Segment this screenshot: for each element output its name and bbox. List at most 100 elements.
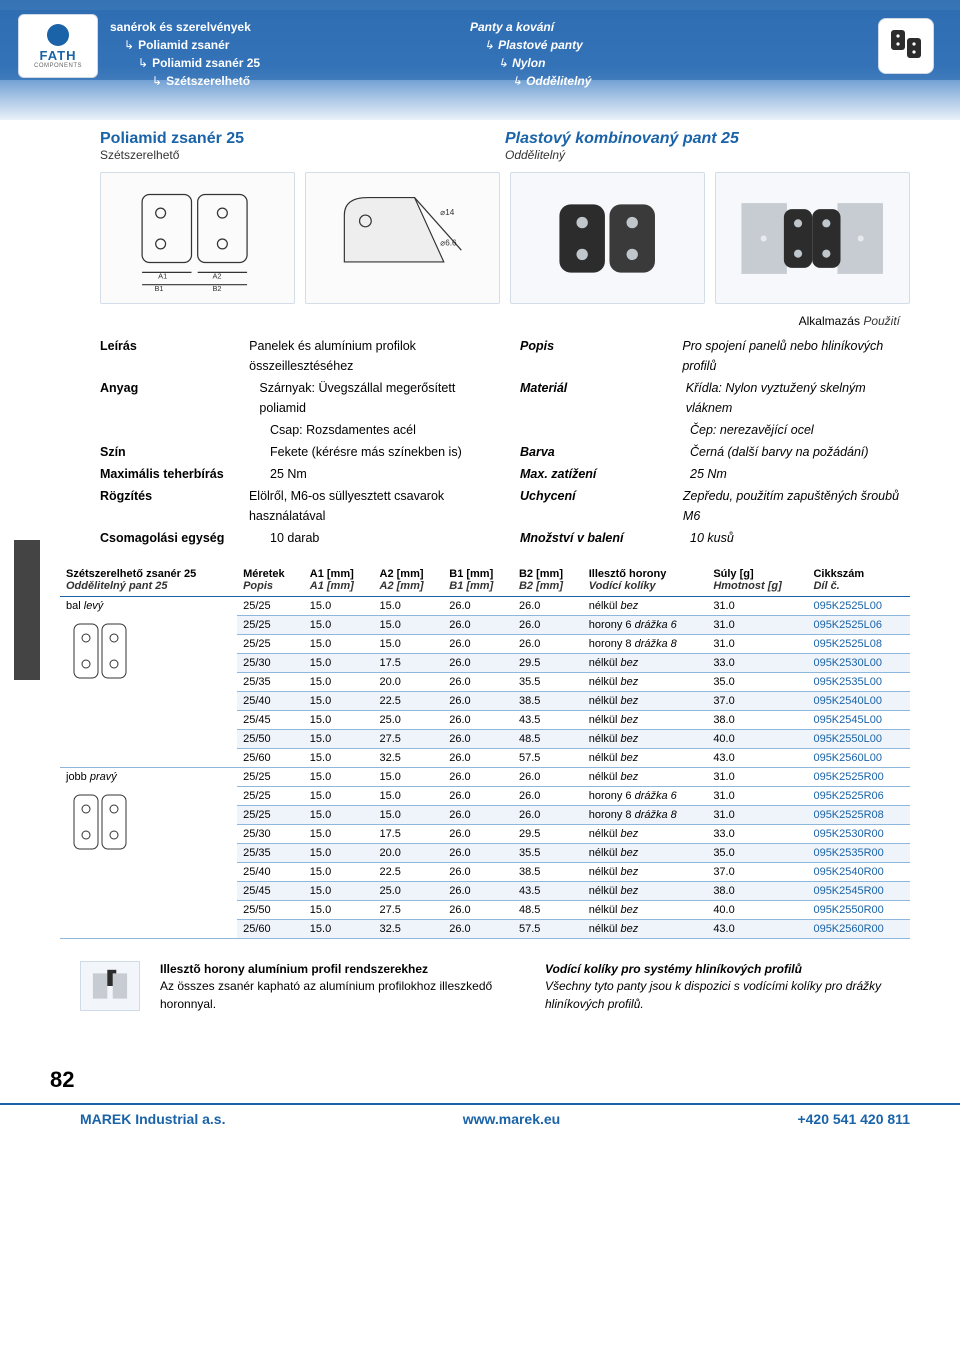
table-cell: 095K2525L08 [807,635,910,654]
breadcrumb-right: Panty a kování↳Plastové panty↳Nylon↳Oddě… [470,18,591,90]
svg-text:⌀6.6: ⌀6.6 [440,238,457,247]
table-cell: nélkül bez [583,863,708,882]
table-cell: 40.0 [707,730,807,749]
table-cell: 31.0 [707,635,807,654]
table-cell: 095K2525R00 [807,768,910,787]
spec-label: Uchycení [520,486,683,526]
table-cell: 095K2550R00 [807,901,910,920]
spec-label [100,420,270,440]
table-cell: horony 8 drážka 8 [583,635,708,654]
table-cell: 25/35 [237,673,304,692]
data-table: Szétszerelhető zsanér 25Oddělitelný pant… [60,564,910,939]
svg-text:A2: A2 [212,272,221,281]
svg-text:B2: B2 [212,284,221,293]
table-cell: nélkül bez [583,882,708,901]
brand-name: FATH [40,48,77,63]
page-titles: Poliamid zsanér 25 Szétszerelhető Plasto… [0,130,960,162]
table-cell: 25.0 [374,711,444,730]
table-cell: 43.0 [707,920,807,939]
spec-row: SzínFekete (kérésre más színekben is) [100,442,490,462]
table-cell: 26.0 [443,673,513,692]
tech-drawing-side: ⌀14 ⌀6.6 [305,172,500,304]
spec-label: Maximális teherbírás [100,464,270,484]
spec-value: 25 Nm [690,464,727,484]
table-header: Illesztő horonyVodící kolíky [583,564,708,597]
spec-label: Materiál [520,378,686,418]
table-cell: 26.0 [513,597,583,616]
table-cell: 15.0 [304,882,374,901]
table-cell: 15.0 [304,920,374,939]
table-cell: 095K2525R06 [807,787,910,806]
table-cell: 095K2550L00 [807,730,910,749]
table-cell: 25/25 [237,597,304,616]
spec-row: RögzítésElölről, M6-os süllyesztett csav… [100,486,490,526]
spec-value: Čep: nerezavějící ocel [690,420,814,440]
table-cell: nélkül bez [583,730,708,749]
table-cell: 26.0 [443,768,513,787]
spec-row: Maximális teherbírás25 Nm [100,464,490,484]
table-cell: 33.0 [707,825,807,844]
breadcrumb-item: ↳Poliamid zsanér 25 [110,54,260,72]
table-cell: 20.0 [374,673,444,692]
table-cell: 38.0 [707,711,807,730]
breadcrumb-left: sanérok és szerelvények↳Poliamid zsanér↳… [110,18,260,90]
spec-row: LeírásPanelek és alumínium profilok össz… [100,336,490,376]
table-cell: 26.0 [513,787,583,806]
table-cell: 26.0 [443,730,513,749]
table-cell: 15.0 [304,749,374,768]
table-cell: nélkül bez [583,654,708,673]
table-cell: 25.0 [374,882,444,901]
spec-row: Csap: Rozsdamentes acél [100,420,490,440]
table-header: Súly [g]Hmotnost [g] [707,564,807,597]
table-cell: 15.0 [374,616,444,635]
spec-value: Elölről, M6-os süllyesztett csavarok has… [249,486,490,526]
table-cell: 33.0 [707,654,807,673]
table-cell: 25/50 [237,901,304,920]
table-cell: horony 6 drážka 6 [583,616,708,635]
table-cell: 26.0 [443,654,513,673]
table-cell: 095K2545L00 [807,711,910,730]
spec-label: Leírás [100,336,249,376]
breadcrumb-item: ↳Nylon [470,54,591,72]
category-icon [878,18,934,74]
footnote-left: Illesztõ horony alumínium profil rendsze… [160,961,525,1013]
table-cell: 20.0 [374,844,444,863]
footer: MAREK Industrial a.s. www.marek.eu +420 … [0,1103,960,1137]
spec-label: Rögzítés [100,486,249,526]
table-cell: 095K2530R00 [807,825,910,844]
page: FATH COMPONENTS sanérok és szerelvények↳… [0,0,960,1137]
table-cell: 095K2535L00 [807,673,910,692]
table-cell: 17.5 [374,825,444,844]
spec-label [520,420,690,440]
table-row: bal levý25/2515.015.026.026.0nélkül bez3… [60,597,910,616]
table-header: CikkszámDíl č. [807,564,910,597]
table-cell: nélkül bez [583,825,708,844]
breadcrumb-item: sanérok és szerelvények [110,18,260,36]
spec-row: Množství v balení10 kusů [520,528,910,548]
table-cell: 25/60 [237,920,304,939]
spec-value: 10 darab [270,528,319,548]
table-cell: 26.0 [443,806,513,825]
footnote-right: Vodící kolíky pro systémy hliníkových pr… [545,961,910,1013]
table-cell: 15.0 [304,730,374,749]
spec-label: Barva [520,442,690,462]
spec-grid: LeírásPanelek és alumínium profilok össz… [0,336,960,550]
table-cell: nélkül bez [583,844,708,863]
photo-hinge [510,172,705,304]
table-cell: 095K2540R00 [807,863,910,882]
table-cell: 15.0 [304,825,374,844]
table-cell: 26.0 [443,635,513,654]
title-left: Poliamid zsanér 25 [100,130,505,148]
spec-row: Csomagolási egység10 darab [100,528,490,548]
title-right: Plastový kombinovaný pant 25 [505,130,910,148]
table-cell: nélkül bez [583,692,708,711]
spec-row: AnyagSzárnyak: Üvegszállal megerősített … [100,378,490,418]
spec-value: Panelek és alumínium profilok összeilles… [249,336,490,376]
table-cell: 095K2560L00 [807,749,910,768]
spec-label: Csomagolási egység [100,528,270,548]
table-cell: 15.0 [304,711,374,730]
table-cell: 26.0 [443,692,513,711]
spec-row: PopisPro spojení panelů nebo hliníkových… [520,336,910,376]
table-cell: 15.0 [304,654,374,673]
table-cell: 22.5 [374,692,444,711]
